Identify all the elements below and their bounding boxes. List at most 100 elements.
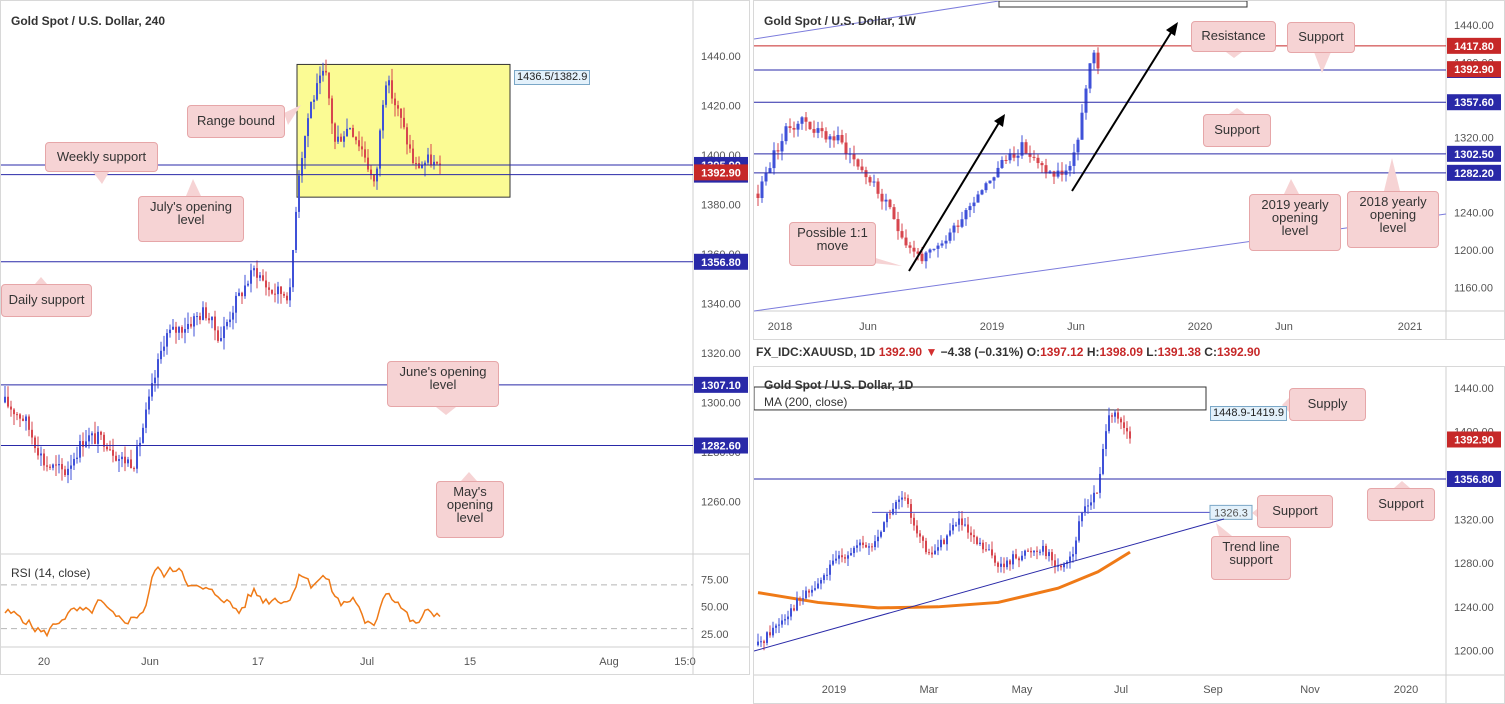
x-tick-label: Jun bbox=[859, 321, 877, 333]
candle-body bbox=[920, 253, 924, 262]
candle-body bbox=[28, 416, 30, 430]
price-tag-bg bbox=[1447, 145, 1501, 162]
candle-body bbox=[382, 104, 384, 131]
candle-body bbox=[1027, 550, 1029, 552]
price-tag-bg bbox=[694, 376, 748, 393]
candle-body bbox=[109, 449, 111, 451]
chart-weekly-canvas[interactable]: 1440.001400.001360.001320.001280.001240.… bbox=[754, 1, 1505, 340]
candle-body bbox=[886, 513, 888, 523]
callout-pointer bbox=[1284, 179, 1299, 194]
price-tag-label: 1282.60 bbox=[701, 441, 741, 453]
candle-body bbox=[910, 504, 912, 518]
candle-body bbox=[31, 429, 33, 438]
candle-body bbox=[1003, 563, 1005, 568]
candle-body bbox=[1008, 153, 1012, 161]
candle-body bbox=[994, 555, 996, 563]
candle-body bbox=[394, 98, 396, 106]
candle-body bbox=[232, 312, 234, 320]
price-tag-label: 1356.80 bbox=[701, 257, 741, 269]
candle-body bbox=[865, 544, 867, 548]
candle-body bbox=[208, 318, 210, 321]
candle-body bbox=[780, 141, 784, 152]
candle-body bbox=[349, 127, 351, 129]
candle-body bbox=[916, 525, 918, 534]
candle-body bbox=[391, 80, 393, 99]
candle-body bbox=[1072, 554, 1074, 557]
candle-body bbox=[1126, 427, 1128, 432]
candle-body bbox=[877, 536, 879, 542]
candle-body bbox=[1028, 153, 1032, 157]
candle-body bbox=[907, 498, 909, 505]
candle-body bbox=[964, 210, 968, 220]
price-tag-label: 1357.60 bbox=[1454, 97, 1494, 109]
callout-resistance: Resistance bbox=[1191, 21, 1276, 52]
level-tag: 1302.50 bbox=[1447, 145, 1501, 162]
candle-body bbox=[980, 190, 984, 195]
high-value: 1398.09 bbox=[1099, 345, 1143, 359]
candle-body bbox=[388, 80, 390, 86]
candle-body bbox=[948, 232, 952, 241]
chart-daily-canvas[interactable]: 1326.31440.001400.001360.001320.001280.0… bbox=[754, 367, 1505, 704]
callout-pointer bbox=[1282, 398, 1289, 412]
x-tick-label: 2020 bbox=[1188, 321, 1212, 333]
header-change: −4.38 (−0.31%) bbox=[940, 345, 1024, 359]
callout-pointer bbox=[1384, 158, 1400, 191]
candle-body bbox=[1004, 159, 1008, 161]
candle-body bbox=[79, 441, 81, 458]
candle-body bbox=[103, 434, 105, 447]
candle-body bbox=[1036, 157, 1040, 164]
candle-body bbox=[900, 231, 904, 238]
candle-body bbox=[397, 105, 399, 109]
arrow-line bbox=[1071, 30, 1173, 192]
candle-body bbox=[196, 316, 198, 318]
price-tag-label: 1356.80 bbox=[1454, 474, 1494, 486]
open-value: 1397.12 bbox=[1040, 345, 1084, 359]
candle-body bbox=[796, 598, 798, 611]
candle-body bbox=[160, 350, 162, 360]
candle-body bbox=[772, 150, 776, 169]
candle-body bbox=[1020, 142, 1024, 156]
candle-body bbox=[832, 136, 836, 141]
candle-body bbox=[896, 219, 900, 232]
candle-body bbox=[343, 136, 345, 142]
candle-body bbox=[1012, 153, 1016, 158]
candle-body bbox=[136, 446, 138, 469]
candle-body bbox=[936, 245, 940, 249]
price-tag-label: 1307.10 bbox=[701, 380, 741, 392]
candle-body bbox=[970, 532, 972, 536]
candle-body bbox=[961, 518, 963, 526]
y-tick-label: 1440.00 bbox=[1454, 20, 1494, 32]
candle-body bbox=[211, 316, 213, 321]
candle-body bbox=[1021, 555, 1023, 561]
candle-body bbox=[409, 144, 411, 149]
callout-julys-opening: July's opening level bbox=[138, 196, 244, 242]
y-tick-label: 1280.00 bbox=[1454, 558, 1494, 570]
candle-body bbox=[880, 531, 882, 537]
candle-body bbox=[988, 549, 990, 551]
candle-body bbox=[229, 319, 231, 323]
chart-240-canvas[interactable]: 1440.001420.001400.001380.001360.001340.… bbox=[1, 1, 750, 675]
candle-body bbox=[106, 446, 108, 450]
x-tick-label: Mar bbox=[920, 684, 939, 696]
candle-body bbox=[385, 85, 387, 105]
candle-body bbox=[34, 437, 36, 449]
candle-body bbox=[1056, 170, 1060, 177]
candle-body bbox=[892, 207, 896, 220]
candle-body bbox=[852, 153, 856, 160]
candle-body bbox=[757, 641, 759, 646]
candle-body bbox=[91, 433, 93, 436]
candle-body bbox=[202, 307, 204, 320]
callout-support-right: Support bbox=[1367, 488, 1435, 521]
candle-body bbox=[334, 123, 336, 142]
current-price-tag: 1392.90 bbox=[1447, 61, 1501, 78]
chart-panel-240: 1440.001420.001400.001380.001360.001340.… bbox=[0, 0, 750, 675]
arrow-head bbox=[1166, 22, 1178, 36]
candle-body bbox=[864, 170, 868, 178]
candle-body bbox=[430, 154, 432, 166]
price-tag-bg bbox=[1447, 431, 1501, 448]
candle-body bbox=[25, 416, 27, 421]
candle-body bbox=[908, 245, 912, 248]
y-tick-label: 1320.00 bbox=[1454, 514, 1494, 526]
candle-body bbox=[22, 418, 24, 421]
candle-body bbox=[238, 292, 240, 296]
